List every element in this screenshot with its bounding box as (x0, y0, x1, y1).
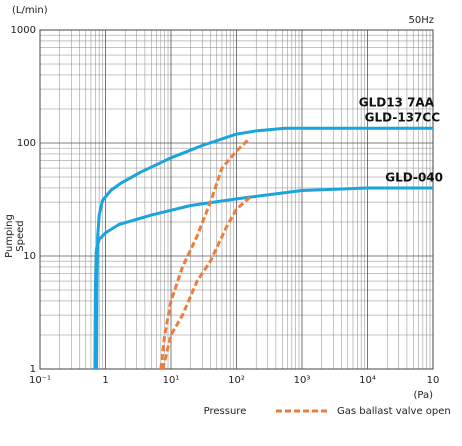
x-tick-label: 10¹ (163, 375, 180, 386)
x-tick-label: 10 (427, 375, 440, 386)
y-tick-label: 10 (23, 251, 36, 262)
x-tick-label: 10⁴ (359, 375, 376, 386)
y-tick-label: 1 (30, 364, 36, 375)
x-tick-label: 10³ (294, 375, 311, 386)
plot-frame (39, 29, 434, 370)
x-axis-label: Pressure (204, 406, 247, 417)
x-unit: (Pa) (413, 390, 433, 401)
series-label: GLD-040 (385, 171, 443, 185)
y-axis-label: Pumping Speed (4, 214, 26, 258)
frequency: 50Hz (409, 15, 435, 26)
x-tick-label: 10² (228, 375, 245, 386)
series-label: GLD-137CC (365, 111, 441, 125)
y-tick-label: 1000 (11, 25, 36, 36)
y-unit: (L/min) (12, 5, 48, 16)
series-label: GLD13 7AA (359, 96, 435, 110)
y-tick-label: 100 (17, 138, 36, 149)
x-tick-label: 10⁻¹ (29, 375, 51, 386)
series-line (95, 126, 433, 370)
series-line (93, 186, 433, 370)
legend-label: Gas ballast valve open (337, 406, 451, 417)
x-tick-label: 1 (102, 375, 108, 386)
series-line (159, 137, 251, 370)
series-line (161, 196, 251, 370)
